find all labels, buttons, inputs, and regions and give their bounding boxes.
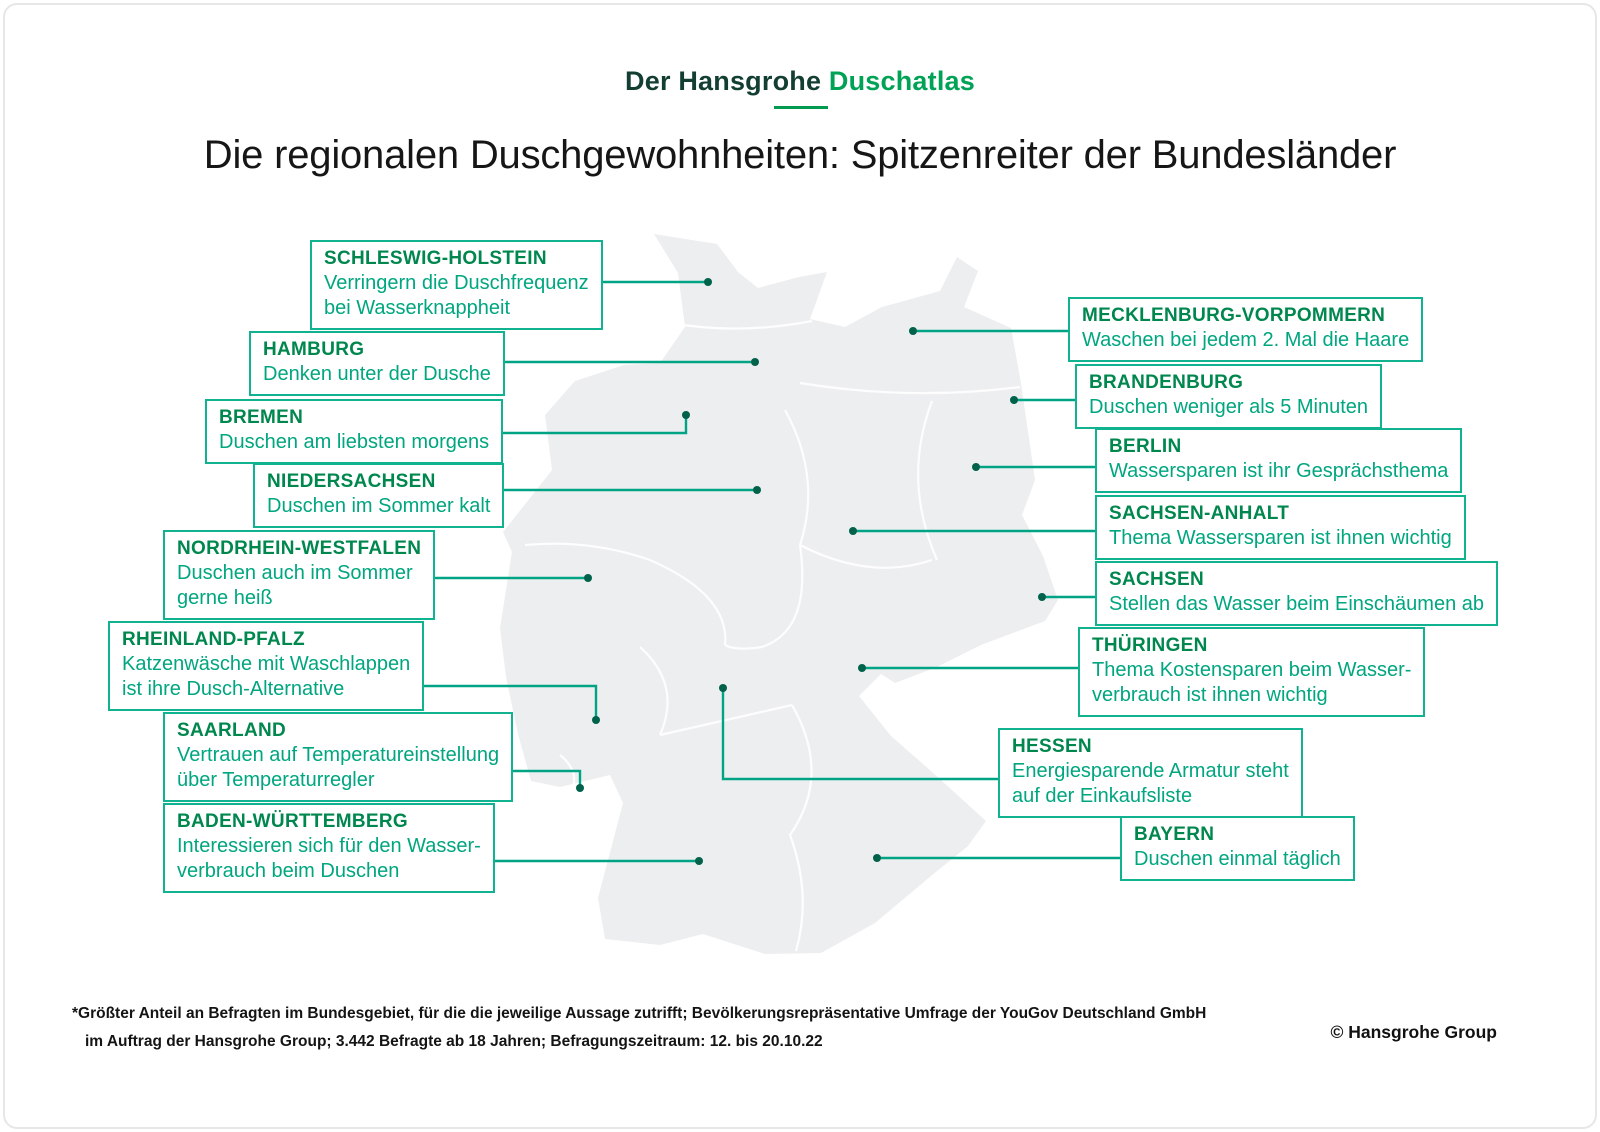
state-callout-hamburg: HAMBURG Denken unter der Dusche <box>249 331 505 396</box>
state-habit-line: Stellen das Wasser beim Einschäumen ab <box>1109 593 1484 615</box>
state-name: NIEDERSACHSEN <box>267 471 436 492</box>
state-habit-line: Duschen weniger als 5 Minuten <box>1089 396 1369 418</box>
state-habit-line: Duschen im Sommer kalt <box>267 495 491 517</box>
state-callout-sachsen: SACHSEN Stellen das Wasser beim Einschäum… <box>1095 561 1498 626</box>
state-name: MECKLENBURG-VORPOMMERN <box>1082 305 1386 326</box>
page-title: Die regionalen Duschgewohnheiten: Spitze… <box>203 133 1397 177</box>
state-name: SACHSEN-ANHALT <box>1109 503 1290 524</box>
state-habit-line: verbrauch beim Duschen <box>177 860 400 882</box>
logo-underline <box>774 106 828 109</box>
footnote-line-1: *Größter Anteil an Befragten im Bundesge… <box>72 1005 1207 1022</box>
state-callout-berlin: BERLIN Wassersparen ist ihr Gesprächsthem… <box>1095 428 1463 493</box>
hansgrohe-logo: Der Hansgrohe Duschatlas <box>0 66 1600 97</box>
germany-outline <box>500 234 1058 954</box>
state-callout-mecklenburg-vorpommern: MECKLENBURG-VORPOMMERN Waschen bei jedem … <box>1068 297 1424 362</box>
state-habit-line: verbrauch ist ihnen wichtig <box>1092 684 1328 706</box>
state-habit-line: gerne heiß <box>177 587 273 609</box>
state-name: BREMEN <box>219 407 304 428</box>
state-name: NORDRHEIN-WESTFALEN <box>177 538 422 559</box>
state-name: BAYERN <box>1134 824 1215 845</box>
state-habit-line: ist ihre Dusch-Alternative <box>122 678 345 700</box>
state-callout-nordrhein-westfalen: NORDRHEIN-WESTFALEN Duschen auch im Somme… <box>163 530 436 620</box>
state-callout-bayern: BAYERN Duschen einmal täglich <box>1120 816 1355 881</box>
state-callout-rheinland-pfalz: RHEINLAND-PFALZ Katzenwäsche mit Waschlap… <box>108 621 425 711</box>
state-habit-line: Vertrauen auf Temperatureinstellung <box>177 744 500 766</box>
state-habit-line: über Temperaturregler <box>177 769 375 791</box>
state-callout-thueringen: THÜRINGEN Thema Kostensparen beim Wasser-… <box>1078 627 1426 717</box>
logo-suffix: Duschatlas <box>828 66 975 96</box>
state-callout-brandenburg: BRANDENBURG Duschen weniger als 5 Minuten <box>1075 364 1383 429</box>
state-callout-baden-wuerttemberg: BADEN-WÜRTTEMBERG Interessieren sich für … <box>163 803 495 893</box>
state-habit-line: Duschen auch im Sommer <box>177 562 413 584</box>
logo-prefix: Der Hansgrohe <box>625 66 822 96</box>
state-callout-schleswig-holstein: SCHLESWIG-HOLSTEIN Verringern die Duschfr… <box>310 240 603 330</box>
footnote: *Größter Anteil an Befragten im Bundesge… <box>72 1000 1206 1056</box>
state-name: THÜRINGEN <box>1092 635 1208 656</box>
state-name: HAMBURG <box>263 339 365 360</box>
state-callout-niedersachsen: NIEDERSACHSEN Duschen im Sommer kalt <box>253 463 505 528</box>
state-name: RHEINLAND-PFALZ <box>122 629 305 650</box>
state-name: HESSEN <box>1012 736 1092 757</box>
state-habit-line: Waschen bei jedem 2. Mal die Haare <box>1082 329 1410 351</box>
state-habit-line: auf der Einkaufsliste <box>1012 785 1193 807</box>
copyright: © Hansgrohe Group <box>1330 1022 1497 1042</box>
state-habit-line: Energiesparende Armatur steht <box>1012 760 1289 782</box>
state-habit-line: Thema Wassersparen ist ihnen wichtig <box>1109 527 1452 549</box>
state-name: SACHSEN <box>1109 569 1205 590</box>
footnote-line-2: im Auftrag der Hansgrohe Group; 3.442 Be… <box>85 1033 823 1050</box>
state-habit-line: Verringern die Duschfrequenz <box>324 272 589 294</box>
state-habit-line: Wassersparen ist ihr Gesprächsthema <box>1109 460 1449 482</box>
state-habit-line: Katzenwäsche mit Waschlappen <box>122 653 411 675</box>
state-habit-line: Duschen einmal täglich <box>1134 848 1341 870</box>
state-name: BRANDENBURG <box>1089 372 1244 393</box>
state-habit-line: Thema Kostensparen beim Wasser- <box>1092 659 1412 681</box>
state-callout-sachsen-anhalt: SACHSEN-ANHALT Thema Wassersparen ist ihn… <box>1095 495 1466 560</box>
state-name: BERLIN <box>1109 436 1182 457</box>
state-habit-line: Interessieren sich für den Wasser- <box>177 835 481 857</box>
state-name: BADEN-WÜRTTEMBERG <box>177 811 408 832</box>
state-name: SAARLAND <box>177 720 287 741</box>
state-habit-line: bei Wasserknappheit <box>324 297 511 319</box>
state-name: SCHLESWIG-HOLSTEIN <box>324 248 547 269</box>
state-callout-hessen: HESSEN Energiesparende Armatur steht auf d… <box>998 728 1303 818</box>
state-habit-line: Duschen am liebsten morgens <box>219 431 490 453</box>
state-habit-line: Denken unter der Dusche <box>263 363 491 385</box>
state-callout-bremen: BREMEN Duschen am liebsten morgens <box>205 399 504 464</box>
state-callout-saarland: SAARLAND Vertrauen auf Temperatureinstell… <box>163 712 514 802</box>
